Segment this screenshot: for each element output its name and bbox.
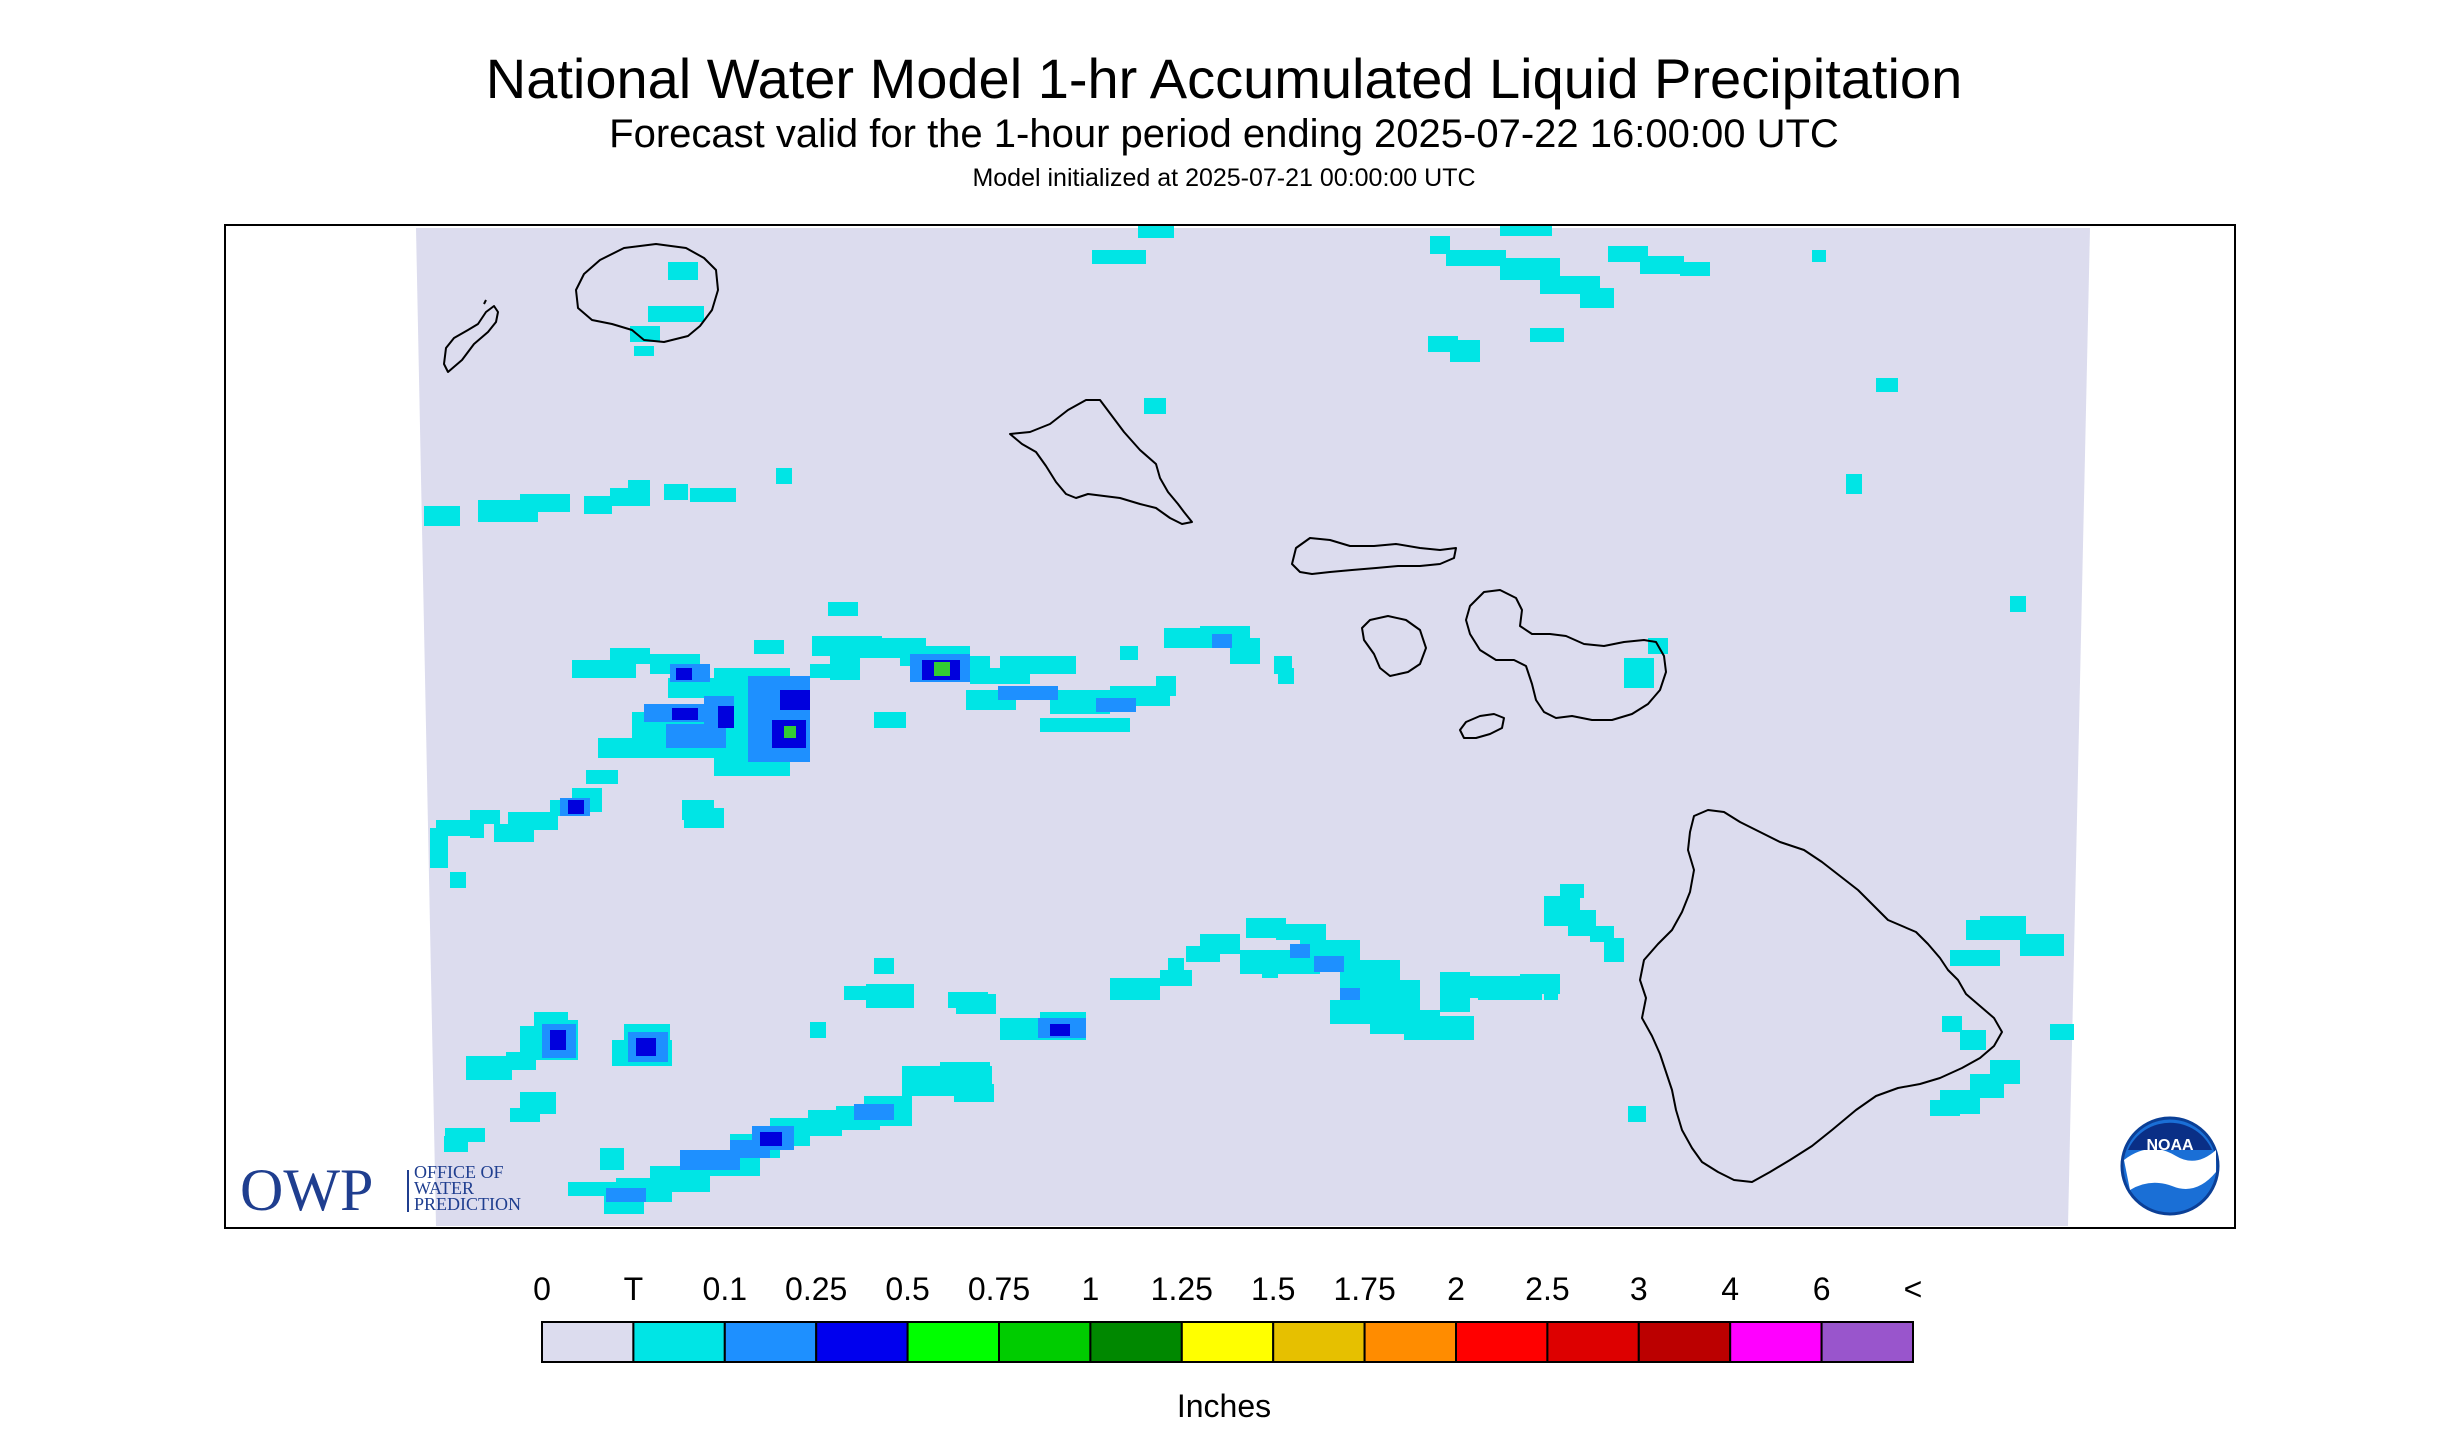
model-init-text: Model initialized at 2025-07-21 00:00:00… [972, 164, 1476, 192]
legend-tick-label: 0.25 [785, 1271, 847, 1307]
noaa-logo: NOAA [2120, 1116, 2220, 1216]
map-title: National Water Model 1-hr Accumulated Li… [485, 47, 1963, 110]
island-lanai [1361, 615, 1427, 677]
island-maui [1465, 589, 1667, 721]
coastlines [443, 243, 2003, 1183]
island-hawaii [1639, 809, 2003, 1183]
legend-tick-label: 1.75 [1333, 1271, 1395, 1307]
legend-swatch [1363, 1321, 1457, 1363]
legend-tick-label: T [624, 1271, 644, 1307]
legend-tick-label: < [1904, 1271, 1923, 1307]
legend-tick-label: 0 [533, 1271, 551, 1307]
legend-tick-label: 0.75 [968, 1271, 1030, 1307]
precip-field [416, 228, 2090, 1226]
legend-tick-label: 2.5 [1525, 1271, 1569, 1307]
owp-logo-line2: WATER [414, 1178, 474, 1198]
legend-tick-label: 3 [1630, 1271, 1648, 1307]
legend-tick-label: 0.5 [885, 1271, 929, 1307]
island-kauai [575, 243, 719, 343]
owp-logo-line1: OFFICE OF [414, 1162, 504, 1182]
island-kahoolawe [1459, 713, 1505, 739]
map-subtitle: Forecast valid for the 1-hour period end… [609, 112, 1839, 156]
owp-logo-letters: OWP [240, 1157, 373, 1223]
legend-swatch [1089, 1321, 1183, 1363]
legend-tick-label: 1.5 [1251, 1271, 1295, 1307]
legend-swatch [723, 1321, 818, 1363]
legend-swatch [1729, 1321, 1823, 1363]
legend-tick-label: 4 [1721, 1271, 1739, 1307]
legend-swatch [1820, 1321, 1914, 1363]
legend-tick-label: 2 [1447, 1271, 1465, 1307]
legend-swatch [1546, 1321, 1640, 1363]
legend-swatch [906, 1321, 1000, 1363]
island-oahu [1009, 399, 1193, 525]
owp-logo: OWP OFFICE OF WATER PREDICTION [240, 1157, 521, 1223]
noaa-logo-text: NOAA [2146, 1137, 2194, 1154]
legend-tick-label: 1.25 [1151, 1271, 1213, 1307]
legend-swatch [998, 1321, 1092, 1363]
legend-swatch [815, 1321, 909, 1363]
legend-tick-label: 0.1 [703, 1271, 747, 1307]
legend-swatch [1455, 1321, 1549, 1363]
legend-swatch [1637, 1321, 1732, 1363]
legend-swatch [1272, 1321, 1366, 1363]
legend-swatch [632, 1321, 726, 1363]
legend-tick-label: 6 [1813, 1271, 1831, 1307]
legend-tick-label: 1 [1082, 1271, 1100, 1307]
precip-cells [424, 226, 2074, 1214]
legend-swatch [541, 1321, 635, 1363]
legend: 0 T 0.1 0.25 0.5 0.75 1 1.25 1.5 1.75 2 2.5 3 4 6 < [533, 1271, 1923, 1363]
legend-swatch [1180, 1321, 1275, 1363]
legend-unit-label: Inches [1177, 1388, 1271, 1424]
island-molokai [1291, 537, 1457, 575]
owp-logo-line3: PREDICTION [414, 1194, 521, 1214]
island-niihau [443, 299, 499, 373]
